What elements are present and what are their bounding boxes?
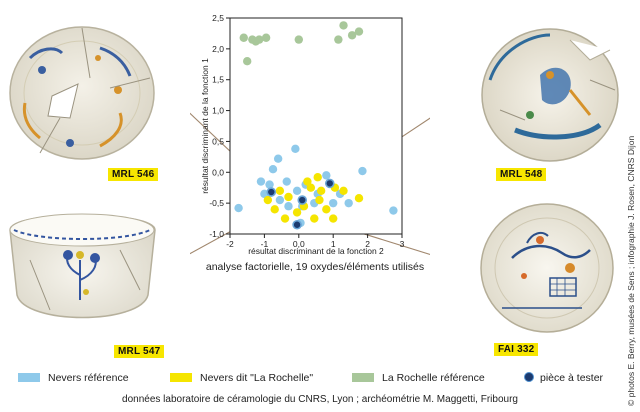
scatter-chart: -2 -1 0,0 1 2 3 -1,0 -0,5 0,0 0,5 1,0 1,5 2,0 2,5 rés…	[190, 13, 430, 256]
y-tick-label: 2,0	[212, 44, 224, 54]
plate-photo-mrl-546	[9, 26, 155, 160]
data-point	[334, 35, 343, 44]
data-point	[354, 27, 364, 36]
data-point	[275, 186, 285, 195]
plate-label: MRL 546	[108, 168, 159, 181]
data-point	[251, 37, 260, 46]
legend-swatch-nevers-rochelle	[170, 373, 192, 382]
data-point	[284, 202, 293, 211]
data-point	[268, 165, 278, 174]
test-piece-point	[266, 187, 277, 197]
plate-label: MRL 548	[496, 168, 547, 181]
data-point	[282, 177, 291, 186]
legend: Nevers référence Nevers dit "La Rochelle…	[0, 372, 640, 388]
x-tick-label: 2	[365, 239, 370, 249]
data-point	[347, 31, 357, 40]
plate-photo-mrl-548	[481, 28, 619, 162]
plate-label: MRL 547	[114, 345, 165, 358]
data-point	[239, 33, 248, 42]
data-point	[280, 214, 290, 223]
data-point	[303, 177, 312, 186]
y-tick-label: 0,0	[212, 167, 224, 177]
plate-label: FAI 332	[494, 343, 539, 356]
x-tick-label: 3	[400, 239, 405, 249]
plate-photo-fai-332	[480, 203, 614, 333]
data-point	[322, 171, 331, 180]
x-axis-label: résultat discriminant de la fonction 2	[248, 246, 384, 256]
legend-item: La Rochelle référence	[352, 372, 485, 384]
data-point	[389, 206, 398, 215]
legend-label: pièce à tester	[540, 372, 604, 384]
data-point	[284, 192, 293, 202]
data-point	[344, 198, 353, 208]
x-tick-label: -2	[226, 239, 234, 249]
legend-label: La Rochelle référence	[382, 372, 485, 384]
y-axis-label: résultat discriminant de la fonction 1	[200, 58, 210, 194]
data-point	[263, 195, 273, 205]
data-point	[275, 195, 285, 205]
legend-label: Nevers dit "La Rochelle"	[200, 372, 314, 384]
data-point	[265, 180, 274, 189]
data-point	[294, 35, 303, 44]
test-piece-point	[297, 195, 308, 205]
y-tick-label: -0,5	[209, 198, 224, 208]
data-point	[316, 186, 326, 195]
photo-credit: © photos E. Berry, musées de Sens ; info…	[626, 135, 636, 406]
data-point	[234, 203, 243, 213]
data-point	[273, 154, 283, 163]
legend-swatch-nevers-ref	[18, 373, 40, 382]
data-point	[306, 183, 316, 192]
legend-item: Nevers référence	[18, 372, 129, 384]
data-point	[329, 198, 338, 208]
data-point	[315, 195, 324, 205]
data-source-footer: données laboratoire de céramologie du CN…	[122, 394, 518, 405]
x-tick-label: 0,0	[293, 239, 305, 249]
data-point	[339, 186, 348, 195]
data-point	[322, 205, 331, 214]
legend-item: pièce à tester	[524, 372, 603, 384]
data-point	[313, 173, 322, 182]
data-point	[339, 21, 348, 30]
legend-swatch-rochelle-ref	[352, 373, 374, 382]
figure-caption: analyse factorielle, 19 oxydes/éléments …	[205, 261, 425, 273]
x-tick-label: -1	[261, 239, 269, 249]
data-point	[256, 177, 266, 186]
test-piece-point	[292, 219, 302, 230]
data-point	[354, 194, 364, 203]
y-tick-label: 1,0	[212, 106, 224, 116]
plate-photo-mrl-547	[9, 213, 156, 319]
y-tick-label: -1,0	[209, 229, 224, 239]
y-tick-label: 0,5	[212, 136, 224, 146]
test-piece-point	[324, 178, 335, 189]
data-point	[329, 214, 338, 223]
data-point	[292, 208, 302, 217]
y-tick-label: 2,5	[212, 13, 224, 23]
data-point	[358, 166, 367, 176]
data-point	[310, 214, 319, 223]
data-point	[291, 144, 300, 154]
x-tick-label: 1	[331, 239, 336, 249]
legend-dot-test-piece	[524, 372, 534, 382]
legend-label: Nevers référence	[48, 372, 129, 384]
legend-item: Nevers dit "La Rochelle"	[170, 372, 313, 384]
y-tick-label: 1,5	[212, 75, 224, 85]
data-point	[261, 33, 271, 42]
data-point	[270, 205, 279, 214]
data-point	[292, 186, 302, 195]
data-point	[243, 57, 252, 66]
